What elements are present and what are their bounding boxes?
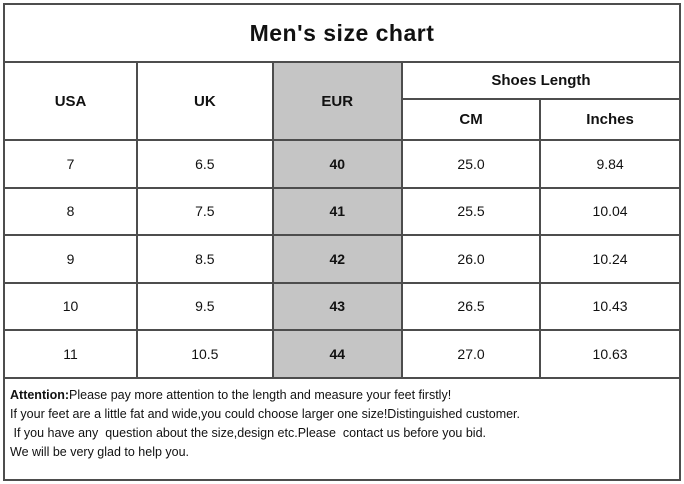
cell-cm: 25.5 <box>400 186 542 236</box>
cell-uk: 8.5 <box>136 234 274 284</box>
cell-eur: 42 <box>271 234 403 284</box>
attention-line-2: If your feet are a little fat and wide,y… <box>10 406 521 421</box>
cell-eur: 43 <box>271 281 403 331</box>
cell-usa: 8 <box>5 186 139 236</box>
size-conversion-table: USA UK EUR Shoes Length CM Inches 7 6.5 … <box>5 63 679 379</box>
cell-usa: 7 <box>5 139 139 189</box>
cell-uk: 9.5 <box>136 281 274 331</box>
table-row: 7 6.5 40 25.0 9.84 <box>5 139 679 189</box>
column-header-eur: EUR <box>271 63 403 141</box>
attention-label: Attention: <box>10 387 70 402</box>
table-row: 8 7.5 41 25.5 10.04 <box>5 186 679 236</box>
column-header-usa: USA <box>5 63 139 141</box>
cell-usa: 10 <box>5 281 139 331</box>
cell-cm: 26.5 <box>400 281 542 331</box>
cell-inches: 10.24 <box>539 234 679 284</box>
table-header: USA UK EUR Shoes Length CM Inches <box>5 63 679 141</box>
cell-uk: 7.5 <box>136 186 274 236</box>
cell-cm: 26.0 <box>400 234 542 284</box>
attention-note: Attention:Please pay more attention to t… <box>5 379 679 462</box>
attention-line-4: We will be very glad to help you. <box>10 444 190 459</box>
cell-uk: 10.5 <box>136 329 274 379</box>
table-body: 7 6.5 40 25.0 9.84 8 7.5 41 25.5 10.04 9… <box>5 139 679 379</box>
cell-inches: 10.63 <box>539 329 679 379</box>
cell-cm: 27.0 <box>400 329 542 379</box>
attention-line-3: If you have any question about the size,… <box>10 425 487 440</box>
attention-line-1-text: Please pay more attention to the length … <box>69 387 452 402</box>
cell-eur: 44 <box>271 329 403 379</box>
table-row: 9 8.5 42 26.0 10.24 <box>5 234 679 284</box>
chart-frame: Men's size chart USA UK EUR Shoes Length… <box>3 3 681 481</box>
page-title: Men's size chart <box>5 5 679 63</box>
table-row: 10 9.5 43 26.5 10.43 <box>5 281 679 331</box>
cell-uk: 6.5 <box>136 139 274 189</box>
cell-usa: 11 <box>5 329 139 379</box>
cell-inches: 9.84 <box>539 139 679 189</box>
attention-line-1: Attention:Please pay more attention to t… <box>10 386 673 405</box>
cell-inches: 10.43 <box>539 281 679 331</box>
column-group-header-shoes-length: Shoes Length <box>400 63 679 100</box>
cell-eur: 40 <box>271 139 403 189</box>
table-row: 11 10.5 44 27.0 10.63 <box>5 329 679 379</box>
column-header-uk: UK <box>136 63 274 141</box>
cell-usa: 9 <box>5 234 139 284</box>
cell-cm: 25.0 <box>400 139 542 189</box>
cell-eur: 41 <box>271 186 403 236</box>
column-header-inches: Inches <box>539 98 679 141</box>
column-header-cm: CM <box>401 98 542 141</box>
cell-inches: 10.04 <box>539 186 679 236</box>
